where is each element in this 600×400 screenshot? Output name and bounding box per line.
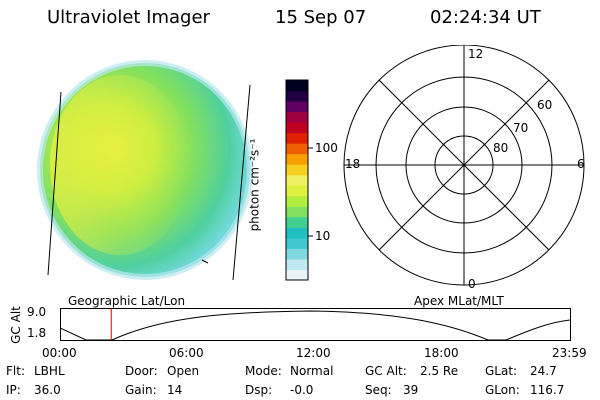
glon-value: 116.7 — [530, 383, 565, 397]
colorbar-unit-label: photon cm⁻²s⁻¹ — [247, 138, 262, 232]
dsp-label: Dsp: — [245, 383, 273, 397]
mlt-label-18: 18 — [345, 157, 361, 171]
polar-plot — [343, 45, 585, 286]
colorbar-block — [286, 269, 308, 281]
mlt-label-6: 6 — [577, 157, 585, 171]
glat-label: GLat: — [485, 364, 518, 378]
colorbar — [285, 79, 313, 281]
colorbar-block — [286, 206, 308, 218]
gcalt-label: GC Alt: — [365, 364, 407, 378]
uv-image-panel — [37, 60, 253, 281]
date-label: 15 Sep 07 — [275, 7, 367, 28]
colorbar-block — [286, 195, 308, 207]
colorbar-block — [286, 237, 308, 249]
mode-label: Mode: — [245, 364, 282, 378]
mlat-label-80: 80 — [493, 141, 509, 155]
mode-value: Normal — [290, 364, 334, 378]
image-tick-mark — [201, 259, 209, 264]
seq-value: 39 — [403, 383, 419, 397]
altitude-xtick-1200: 12:00 — [296, 346, 331, 360]
seq-label: Seq: — [365, 383, 392, 397]
colorbar-block — [286, 132, 308, 144]
altitude-ytick-9: 9.0 — [27, 305, 47, 319]
gcalt-value: 2.5 Re — [420, 364, 459, 378]
flt-label: Flt: — [6, 364, 25, 378]
altitude-xtick-0600: 06:00 — [169, 346, 204, 360]
altitude-plot — [60, 308, 571, 341]
altitude-xtick-0000: 00:00 — [42, 346, 77, 360]
colorbar-block — [286, 185, 308, 197]
colorbar-frame — [285, 79, 309, 281]
colorbar-block — [286, 122, 308, 134]
colorbar-block — [286, 143, 308, 155]
glon-label: GLon: — [485, 383, 520, 397]
disc-edge — [37, 60, 253, 280]
time-label: 02:24:34 UT — [430, 7, 541, 28]
colorbar-block — [286, 111, 308, 123]
colorbar-gradient — [286, 80, 308, 281]
colorbar-block — [286, 248, 308, 260]
colorbar-block — [286, 90, 308, 102]
gain-value: 14 — [167, 383, 183, 397]
dayside-glow — [50, 75, 190, 255]
mlat-label-60: 60 — [537, 98, 553, 112]
altitude-ytick-1-8: 1.8 — [27, 326, 47, 340]
dsp-value: -0.0 — [290, 383, 314, 397]
door-value: Open — [167, 364, 200, 378]
ip-value: 36.0 — [34, 383, 61, 397]
mlt-label-12: 12 — [468, 47, 484, 61]
polar-plot-label: Apex MLat/MLT — [414, 294, 504, 308]
colorbar-block — [286, 80, 308, 92]
colorbar-tick-label-10: 10 — [315, 229, 331, 243]
gain-label: Gain: — [125, 383, 157, 397]
colorbar-block — [286, 227, 308, 239]
colorbar-block — [286, 164, 308, 176]
colorbar-block — [286, 153, 308, 165]
instrument-title: Ultraviolet Imager — [47, 7, 210, 28]
mlat-label-70: 70 — [513, 121, 529, 135]
flt-value: LBHL — [34, 364, 65, 378]
altitude-curve — [60, 310, 571, 341]
mlt-diagonal-b — [378, 79, 550, 251]
image-panel-label: Geographic Lat/Lon — [68, 294, 186, 308]
glat-value: 24.7 — [530, 364, 557, 378]
altitude-xtick-2359: 23:59 — [552, 346, 587, 360]
image-limb-line-left — [47, 91, 62, 276]
altitude-xtick-1800: 18:00 — [424, 346, 459, 360]
colorbar-block — [286, 174, 308, 186]
altitude-plot-frame — [60, 308, 571, 341]
ip-label: IP: — [6, 383, 21, 397]
altitude-ylabel: GC Alt — [8, 306, 23, 344]
mlt-label-0: 0 — [468, 277, 476, 291]
colorbar-tick-label-100: 100 — [315, 141, 338, 155]
colorbar-block — [286, 258, 308, 270]
colorbar-block — [286, 101, 308, 113]
image-limb-line-right — [232, 84, 251, 281]
colorbar-block — [286, 216, 308, 228]
door-label: Door: — [125, 364, 158, 378]
